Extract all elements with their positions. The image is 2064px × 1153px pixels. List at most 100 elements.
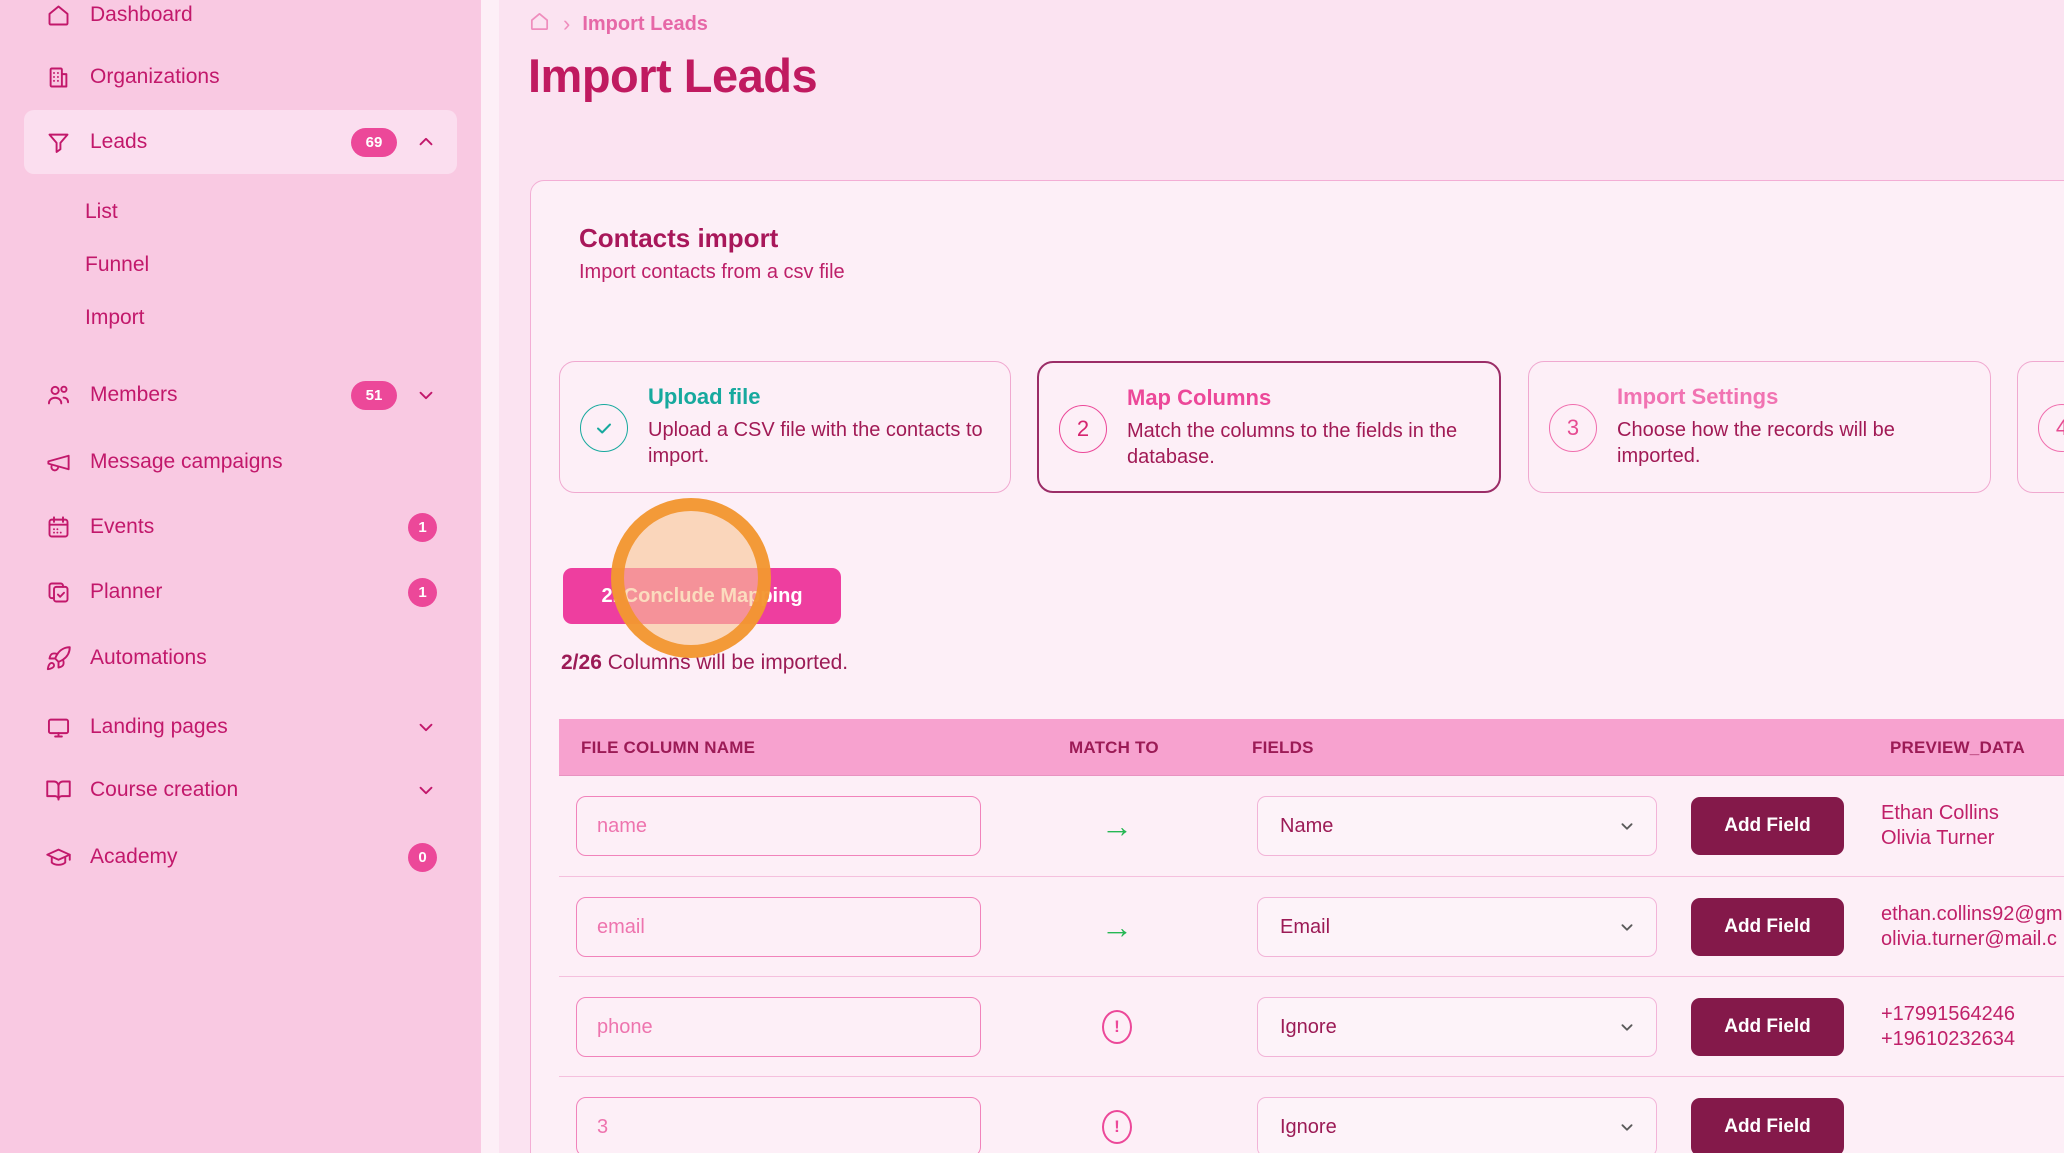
table-row: ! Ignore Add Field +17991564246 +1961023… [559,976,2064,1076]
sidebar-item-label: Leads [90,130,148,153]
step-description: Match the columns to the fields in the d… [1127,420,1458,468]
sidebar-item-academy[interactable]: Academy 0 [24,832,457,882]
sidebar-item-planner[interactable]: Planner 1 [24,567,457,617]
preview-data-cell: ethan.collins92@gm olivia.turner@mail.c [1881,903,2063,950]
sidebar-item-leads-list[interactable]: List [24,187,457,237]
match-status-cell: ! [1075,997,1159,1057]
import-summary-count: 2/26 [561,651,602,674]
sidebar-item-label: Dashboard [90,3,193,26]
breadcrumb-home-icon[interactable] [528,10,551,38]
col-header-fields: FIELDS [1252,738,1314,757]
breadcrumb: › Import Leads [528,10,708,38]
chevron-down-icon [1621,1124,1633,1131]
sidebar-item-label: Automations [90,646,207,669]
sidebar-item-events[interactable]: Events 1 [24,502,457,552]
file-column-input[interactable] [576,1097,981,1153]
sidebar-item-message-campaigns[interactable]: Message campaigns [24,437,457,487]
chevron-down-icon [415,716,437,738]
add-field-button[interactable]: Add Field [1691,797,1844,855]
step-description: Upload a CSV file with the contacts to i… [648,419,983,467]
building-icon [45,64,72,91]
sidebar-scroll-gutter [481,0,499,1153]
match-status-cell: ! [1075,1097,1159,1153]
field-select[interactable]: Name [1257,796,1657,856]
open-book-icon [45,777,72,804]
chevron-down-icon [1621,823,1633,830]
preview-data-cell: +17991564246 +19610232634 [1881,1003,2016,1050]
sidebar-item-label: Import [85,306,145,329]
sidebar-item-leads-import[interactable]: Import [24,293,457,343]
sidebar-item-leads-funnel[interactable]: Funnel [24,240,457,290]
home-icon [45,2,72,29]
sidebar: Dashboard Organizations Leads 69 List Fu… [0,0,481,1153]
card-heading: Contacts import [579,223,779,253]
unmatched-alert-icon: ! [1102,1010,1132,1044]
conclude-mapping-button[interactable]: 2. Conclude Mapping [563,568,841,624]
col-header-file-column-name: FILE COLUMN NAME [581,738,756,757]
matched-arrow-icon: → [1101,909,1133,945]
match-status-cell: → [1075,796,1159,856]
step-import-settings[interactable]: 3 Import Settings Choose how the records… [1528,361,1991,493]
step-number: 3 [1549,404,1597,452]
step-title: Upload file [648,384,761,409]
add-field-button[interactable]: Add Field [1691,998,1844,1056]
chevron-down-icon [1621,924,1633,931]
clipboard-check-icon [45,579,72,606]
unmatched-alert-icon: ! [1102,1110,1132,1144]
planner-count-badge: 1 [408,577,437,607]
step-upload-file[interactable]: Upload file Upload a CSV file with the c… [559,361,1011,493]
field-select[interactable]: Ignore [1257,997,1657,1057]
sidebar-item-label: Course creation [90,778,239,801]
funnel-icon [45,129,72,156]
sidebar-item-course-creation[interactable]: Course creation [24,765,457,815]
import-summary: 2/26 Columns will be imported. [561,651,848,675]
table-row: → Name Add Field Ethan Collins Olivia Tu… [559,776,2064,876]
sidebar-item-automations[interactable]: Automations [24,633,457,683]
field-select[interactable]: Email [1257,897,1657,957]
file-column-input[interactable] [576,897,981,957]
leads-count-badge: 69 [351,127,397,157]
chevron-up-icon [415,131,437,153]
sidebar-item-label: Members [90,383,178,406]
field-select[interactable]: Ignore [1257,1097,1657,1153]
sidebar-item-label: Landing pages [90,715,228,738]
step-title: Map Columns [1127,385,1272,410]
sidebar-item-label: Events [90,515,155,538]
sidebar-item-label: Message campaigns [90,450,283,473]
chevron-down-icon [1621,1024,1633,1031]
table-row: → Email Add Field ethan.collins92@gm oli… [559,876,2064,976]
chevron-down-icon [415,384,437,406]
sidebar-item-leads[interactable]: Leads 69 [24,110,457,174]
step-number: 2 [1059,405,1107,453]
sidebar-item-members[interactable]: Members 51 [24,370,457,420]
rocket-icon [45,645,72,672]
members-count-badge: 51 [351,380,397,410]
col-header-preview-data: PREVIEW_DATA [1890,738,2025,757]
breadcrumb-current: Import Leads [582,12,708,35]
table-header-row: FILE COLUMN NAME MATCH TO FIELDS PREVIEW… [559,719,2064,776]
sidebar-item-dashboard[interactable]: Dashboard [24,0,457,40]
add-field-button[interactable]: Add Field [1691,1098,1844,1153]
graduation-cap-icon [45,844,72,871]
academy-count-badge: 0 [408,842,437,872]
people-icon [45,382,72,409]
sidebar-item-label: Funnel [85,253,150,276]
step-four[interactable]: 4 [2017,361,2064,493]
table-row: ! Ignore Add Field [559,1076,2064,1153]
monitor-icon [45,714,72,741]
add-field-button[interactable]: Add Field [1691,898,1844,956]
file-column-input[interactable] [576,997,981,1057]
sidebar-item-landing-pages[interactable]: Landing pages [24,702,457,752]
sidebar-item-organizations[interactable]: Organizations [24,52,457,102]
sidebar-item-label: List [85,200,118,223]
col-header-match-to: MATCH TO [1069,738,1159,757]
file-column-input[interactable] [576,796,981,856]
sidebar-item-label: Academy [90,845,178,868]
step-description: Choose how the records will be imported. [1617,419,1895,467]
step-complete-check-icon [580,404,628,452]
step-map-columns[interactable]: 2 Map Columns Match the columns to the f… [1037,361,1501,493]
card-subheading: Import contacts from a csv file [579,261,845,283]
sidebar-item-label: Planner [90,580,163,603]
matched-arrow-icon: → [1101,808,1133,844]
sidebar-item-label: Organizations [90,65,220,88]
